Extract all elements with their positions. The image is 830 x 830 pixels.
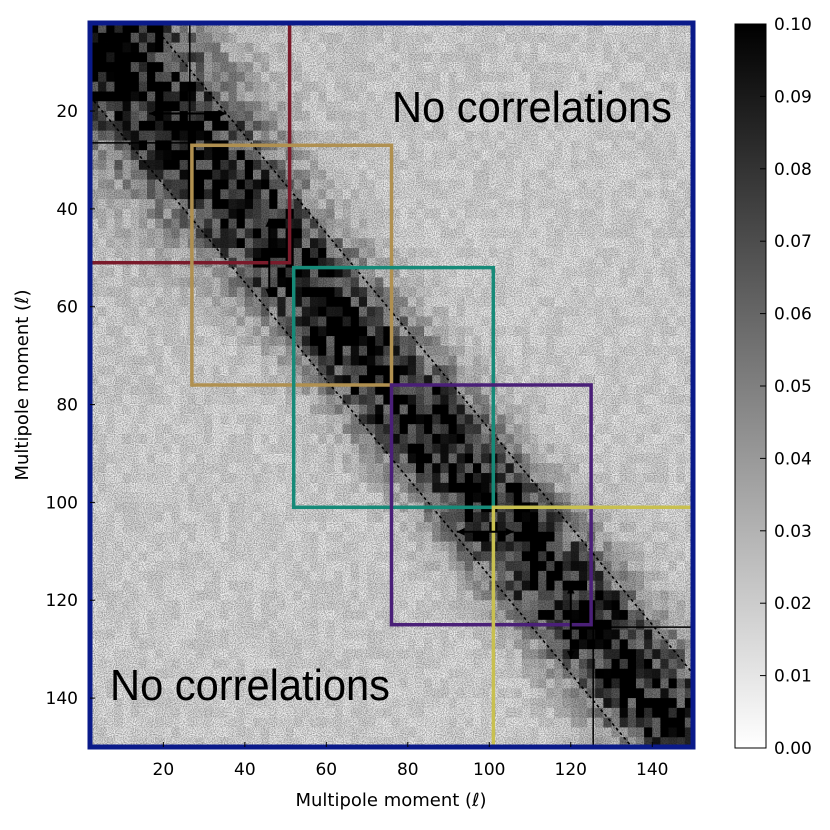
- correlation-figure: No correlations No correlations 20 40 60 80…: [12, 15, 812, 811]
